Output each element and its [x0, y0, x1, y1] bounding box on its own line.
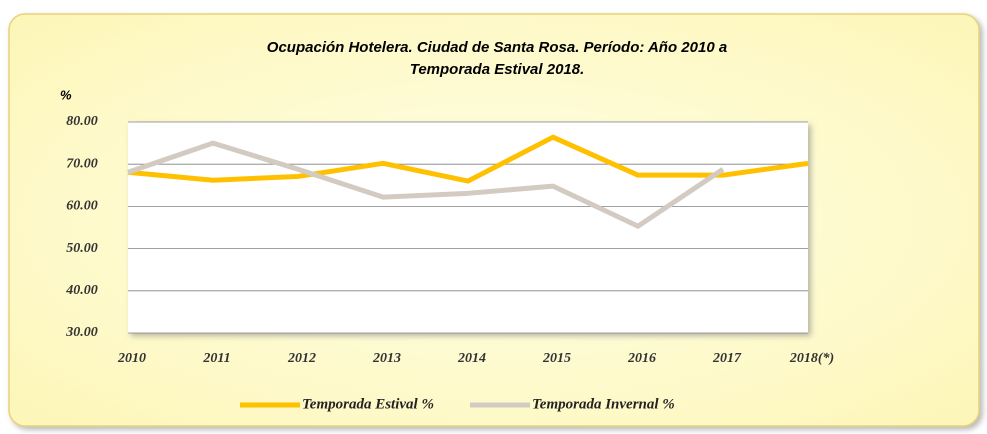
x-tick-label: 2014	[457, 351, 486, 366]
x-tick-label: 2017	[712, 351, 742, 366]
series-line	[127, 134, 809, 184]
legend-label: Temporada Estival %	[302, 396, 434, 412]
x-tick-label: 2012	[287, 351, 316, 366]
y-tick-label: 80.00	[66, 114, 98, 129]
x-tick-label: 2015	[542, 351, 571, 366]
y-tick-label: 60.00	[66, 199, 98, 214]
x-tick-label: 2013	[372, 351, 401, 366]
y-tick-label: 50.00	[66, 241, 98, 256]
y-axis-label: %	[60, 87, 72, 102]
series-line	[127, 140, 725, 229]
x-tick-label: 2018(*)	[789, 351, 834, 366]
y-tick-label: 40.00	[65, 283, 98, 298]
plot-area	[128, 122, 808, 333]
chart-title: Ocupación Hotelera. Ciudad de Santa Rosa…	[267, 39, 727, 56]
y-tick-label: 30.00	[65, 325, 98, 340]
x-tick-label: 2010	[117, 351, 146, 366]
x-tick-label: 2016	[627, 351, 656, 366]
x-tick-label: 2011	[202, 351, 230, 366]
y-tick-label: 70.00	[66, 156, 98, 171]
chart-title: Temporada Estival 2018.	[410, 61, 585, 78]
legend-label: Temporada Invernal %	[532, 396, 675, 412]
